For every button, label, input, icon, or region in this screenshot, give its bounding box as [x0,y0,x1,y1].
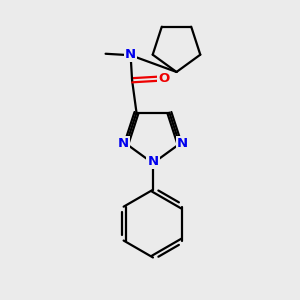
Text: N: N [147,155,158,168]
Text: N: N [125,48,136,61]
Text: O: O [158,72,169,85]
Text: N: N [177,137,188,150]
Text: N: N [118,137,129,150]
